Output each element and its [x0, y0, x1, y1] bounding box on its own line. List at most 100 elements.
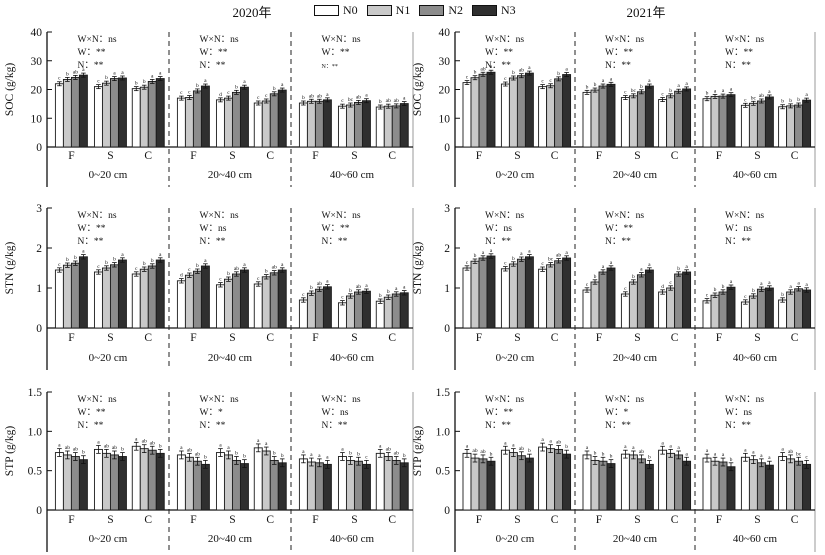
bar-N1 — [628, 454, 638, 511]
depth-label: 0~20 cm — [89, 169, 128, 181]
sig-letter: a — [243, 79, 246, 85]
depth-label: 40~60 cm — [330, 352, 375, 364]
bar-N1 — [710, 460, 720, 511]
sig-letter: ab — [309, 93, 314, 99]
sig-letter: ab — [356, 94, 361, 100]
sig-letter: b — [143, 261, 146, 267]
sig-letter: a — [159, 252, 162, 258]
bar-N3 — [562, 453, 572, 511]
sig-letter: a — [714, 88, 717, 94]
sig-letter: c — [97, 79, 100, 85]
bar-N1 — [62, 78, 72, 148]
anova-n: N：** — [485, 237, 511, 247]
legend-item: N2 — [419, 3, 463, 18]
sig-letter: b — [310, 285, 313, 291]
sig-letter: a — [768, 89, 771, 95]
anova-wxn: W×N：ns — [322, 35, 361, 45]
y-tick-label: 1.5 — [436, 387, 451, 399]
y-tick-label: 3 — [36, 203, 42, 215]
sig-letter: c — [805, 454, 808, 460]
category-label: F — [716, 150, 722, 162]
sig-letter: b — [135, 81, 138, 87]
bar-N2 — [353, 291, 363, 329]
anova-w: W：ns — [725, 408, 752, 418]
depth-label: 20~40 cm — [208, 352, 253, 364]
sig-letter: c — [302, 292, 305, 298]
bar-N2 — [598, 460, 608, 511]
legend-swatch — [472, 5, 498, 16]
sig-letter: a — [565, 250, 568, 256]
sig-letter: c — [706, 293, 709, 299]
sig-letter: b — [143, 79, 146, 85]
sig-letter: a — [528, 65, 531, 71]
y-tick-label: 10 — [31, 113, 43, 125]
sig-letter: c — [341, 295, 344, 301]
sig-letter: ab — [394, 451, 399, 457]
bar-N0 — [658, 449, 668, 511]
bar-N1 — [470, 457, 480, 511]
sig-letter: ab — [556, 253, 561, 259]
sig-letter: b — [714, 287, 717, 293]
bar-N3 — [682, 460, 692, 511]
category-label: C — [791, 332, 799, 344]
sig-letter: ab — [556, 439, 561, 445]
sig-letter: a — [82, 249, 85, 255]
category-label: F — [190, 150, 196, 162]
anova-w: W：* — [200, 408, 223, 418]
legend-item: N1 — [366, 3, 410, 18]
sig-letter: b — [730, 457, 733, 463]
anova-w: W：** — [78, 224, 106, 234]
category-label: S — [634, 514, 640, 526]
sig-letter: c — [744, 97, 747, 103]
sig-letter: a — [466, 443, 469, 449]
category-label: S — [351, 332, 357, 344]
depth-label: 20~40 cm — [208, 169, 253, 181]
sig-letter: b — [357, 451, 360, 457]
category-label: S — [634, 150, 640, 162]
sig-letter: a — [490, 248, 493, 254]
sig-letter: b — [797, 97, 800, 103]
sig-letter: b — [349, 288, 352, 294]
bar-N1 — [223, 454, 233, 511]
bar-N2 — [794, 460, 804, 511]
legend: N0 N1 N2 N3 — [314, 3, 516, 18]
sig-letter: b — [648, 454, 651, 460]
bar-N2 — [353, 460, 363, 511]
anova-wxn: W×N：ns — [200, 211, 239, 221]
sig-letter: b — [528, 448, 531, 454]
sig-letter: a — [760, 281, 763, 287]
bar-N0 — [93, 86, 103, 148]
sig-letter: a — [180, 445, 183, 451]
anova-n: N：** — [725, 421, 751, 431]
sig-letter: a — [744, 447, 747, 453]
sig-letter: c — [624, 90, 627, 96]
bar-N2 — [554, 260, 564, 329]
bar-N3 — [399, 462, 409, 511]
sig-letter: c — [549, 78, 552, 84]
bar-N1 — [666, 452, 676, 511]
sig-letter: b — [281, 453, 284, 459]
category-label: C — [266, 150, 274, 162]
category-label: F — [596, 514, 602, 526]
sig-letter: b — [151, 258, 154, 264]
sig-letter: c — [541, 261, 544, 267]
sig-letter: b — [512, 256, 515, 262]
anova-wxn: W×N：ns — [605, 211, 644, 221]
sig-letter: d — [661, 284, 664, 290]
category-label: S — [754, 514, 760, 526]
category-label: S — [514, 332, 520, 344]
sig-letter: b — [74, 255, 77, 261]
sig-letter: c — [227, 90, 230, 96]
bar-N2 — [674, 454, 684, 511]
anova-wxn: W×N：ns — [78, 211, 117, 221]
sig-letter: ab — [386, 98, 391, 104]
y-tick-label: 3 — [444, 203, 450, 215]
bar-N3 — [644, 463, 654, 511]
sig-letter: a — [326, 279, 329, 285]
bar-N3 — [486, 255, 496, 329]
sig-letter: ab — [234, 266, 239, 272]
sig-letter: b — [387, 289, 390, 295]
bar-N1 — [666, 95, 676, 148]
sig-letter: a — [541, 437, 544, 443]
y-tick-label: 1.5 — [28, 387, 43, 399]
